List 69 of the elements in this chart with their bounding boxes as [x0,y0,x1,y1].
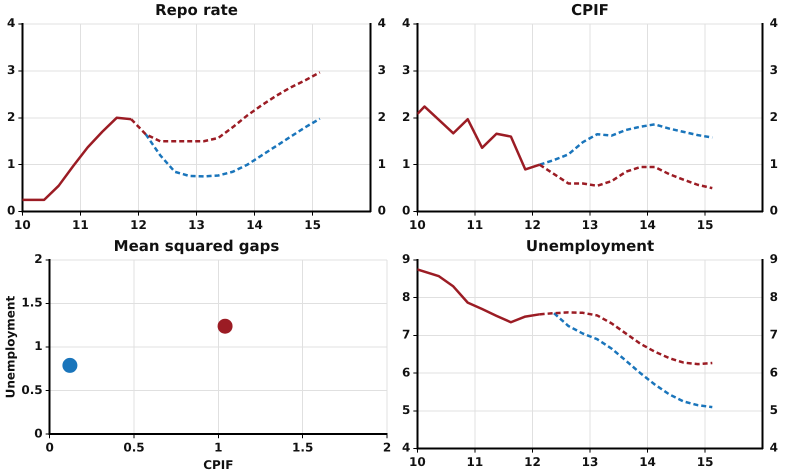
y-tick-label: 5 [402,403,410,418]
y2-tick-label: 5 [770,403,778,418]
x-tick-label: 1.5 [292,440,314,455]
x-tick-label: 15 [696,218,714,232]
y-tick-label: 8 [402,290,410,304]
x-tick-label: 0.5 [123,440,145,455]
x-tick-label: 10 [409,454,426,469]
chart-title: Unemployment [526,236,654,255]
x-tick-label: 11 [466,454,484,469]
y-tick-label: 1 [6,156,16,171]
x-tick-label: 13 [582,454,598,469]
x-tick-label: 13 [582,218,598,232]
y-tick-label: 2 [402,110,410,124]
y2-tick-label: 9 [770,252,778,266]
chart-title: Mean squared gaps [114,236,280,255]
y-tick-label: 2 [6,110,16,124]
y-tick-label: 3 [402,63,410,78]
x-tick-label: 12 [524,454,541,469]
y2-tick-label: 8 [770,290,778,304]
y-tick-label: 0 [402,204,410,218]
x-tick-label: 10 [409,218,426,232]
y-tick-label: 0.5 [21,382,43,397]
y-tick-label: 0 [34,426,43,440]
line-series [144,117,322,178]
y-axis-title: Unemployment [3,296,18,398]
y-tick-label: 9 [402,252,410,266]
y2-tick-label: 3 [378,63,386,78]
x-tick-label: 1 [214,440,223,455]
y-tick-label: 6 [402,365,410,380]
line-series [552,312,714,408]
y-tick-label: 7 [402,328,410,342]
y-tick-label: 1.5 [21,296,43,310]
y2-tick-label: 4 [378,16,386,30]
x-tick-label: 15 [304,218,321,232]
y2-tick-label: 2 [378,110,386,124]
y-tick-label: 4 [402,440,410,455]
y2-tick-label: 2 [770,110,778,124]
y2-tick-label: 4 [770,440,778,455]
x-tick-label: 12 [524,218,541,232]
x-tick-label: 11 [72,218,89,232]
y2-tick-label: 0 [378,204,386,218]
chart-title: Repo rate [155,0,238,19]
y-tick-label: 0 [6,204,16,218]
y2-tick-label: 1 [378,156,386,171]
x-tick-label: 2 [382,440,392,455]
y2-tick-label: 4 [770,16,778,30]
y2-tick-label: 0 [770,204,778,218]
x-tick-label: 0 [45,440,54,455]
x-tick-label: 15 [696,454,714,469]
y2-tick-label: 1 [770,156,778,171]
y2-tick-label: 7 [770,328,778,342]
x-tick-label: 10 [14,218,31,232]
y2-tick-label: 6 [770,365,778,380]
chart-title: CPIF [571,0,609,19]
line-series [538,123,714,166]
x-tick-label: 11 [466,218,484,232]
y-tick-label: 4 [402,16,410,30]
y-tick-label: 2 [34,252,43,266]
x-tick-label: 14 [639,218,656,232]
y-tick-label: 1 [34,339,43,354]
x-tick-label: 14 [639,454,656,469]
y-tick-label: 1 [402,156,410,171]
y-tick-label: 3 [6,63,16,78]
x-tick-label: 12 [130,218,147,232]
y2-tick-label: 3 [770,63,778,78]
x-tick-label: 14 [246,218,263,232]
x-axis-title: CPIF [203,458,234,472]
y-tick-label: 4 [6,16,16,30]
x-tick-label: 13 [188,218,205,232]
